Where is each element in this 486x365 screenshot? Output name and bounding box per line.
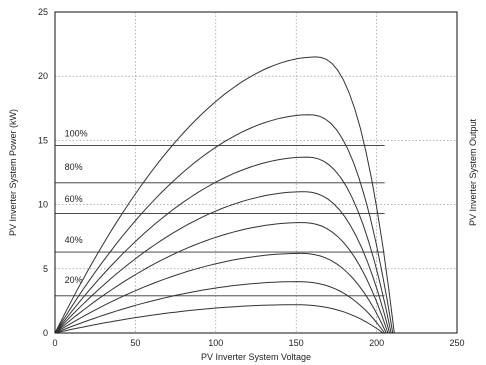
series-line-1	[54, 56, 395, 334]
y-tick-label: 0	[43, 328, 48, 338]
x-tick-label: 150	[289, 338, 304, 348]
y-tick-label: 10	[38, 200, 48, 210]
grid	[54, 11, 458, 334]
series-group	[54, 56, 395, 334]
x-tick-label: 100	[208, 338, 223, 348]
y-tick-label: 5	[43, 264, 48, 274]
x-axis-label: PV Inverter System Voltage	[201, 352, 311, 362]
series-line-7	[54, 281, 385, 334]
series-line-2	[54, 114, 394, 334]
x-tick-label: 0	[52, 338, 57, 348]
series-line-3	[54, 156, 392, 334]
percent-annotation: 100%	[65, 129, 88, 139]
series-line-5	[54, 222, 389, 334]
annotations: 100% 80% 60% 40% 20%	[65, 129, 88, 285]
series-line-6	[54, 252, 387, 334]
percent-annotation: 60%	[65, 194, 83, 204]
x-tick-label: 250	[449, 338, 464, 348]
y-tick-label: 20	[38, 71, 48, 81]
series-line-8	[54, 304, 384, 334]
tick-labels: 0 50 100 150 200 250 0 5 10 15 20 25	[38, 7, 465, 348]
y-axis-label: PV Inverter System Power (kW)	[8, 109, 18, 236]
x-tick-label: 50	[130, 338, 140, 348]
percent-annotation: 80%	[65, 162, 83, 172]
series-line-4	[54, 191, 390, 334]
y-tick-label: 25	[38, 7, 48, 17]
plot-frame	[54, 11, 458, 334]
right-axis-label: PV Inverter System Output	[468, 118, 478, 226]
x-tick-label: 200	[369, 338, 384, 348]
y-tick-label: 15	[38, 135, 48, 145]
percent-annotation: 40%	[65, 235, 83, 245]
percent-annotation: 20%	[65, 275, 83, 285]
